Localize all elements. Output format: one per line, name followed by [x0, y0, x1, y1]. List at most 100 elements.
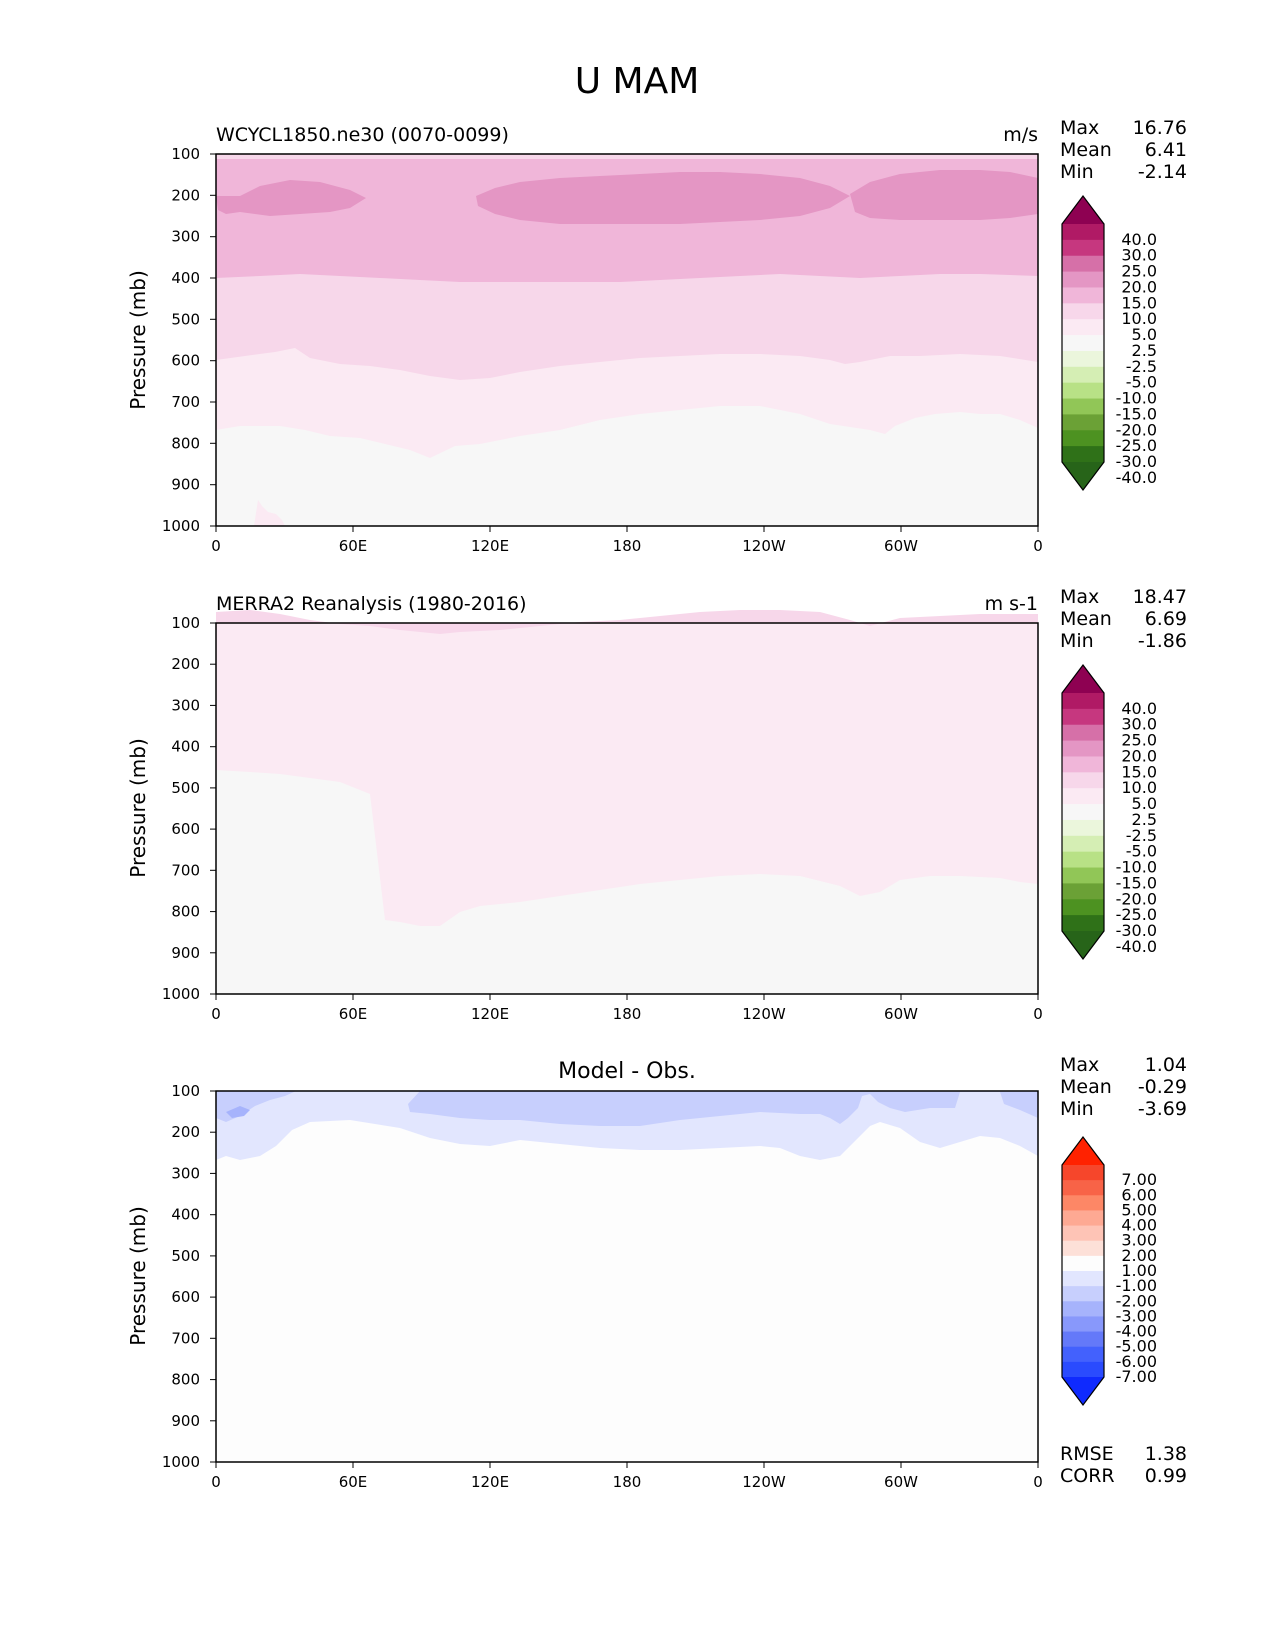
y-tick-label: 700 — [171, 393, 200, 411]
colorbar-swatch — [1062, 915, 1104, 932]
colorbar-outline — [1061, 664, 1105, 960]
colorbar-tick-label: -5.00 — [1116, 1337, 1157, 1356]
stat-value: 18.47 — [1133, 586, 1187, 608]
y-tick: 800 — [171, 434, 216, 452]
figure-title: U MAM — [575, 61, 700, 102]
x-axis: 0 60E 120E 180 120W 60W 0 — [211, 526, 1043, 555]
colorbar-swatch — [1062, 851, 1104, 869]
panel-title: MERRA2 Reanalysis (1980-2016) — [216, 593, 527, 615]
colorbar-swatch — [1062, 287, 1104, 304]
y-tick: 100 — [171, 614, 216, 632]
colorbar-tick-label: -20.0 — [1116, 889, 1157, 908]
y-tick-label: 400 — [171, 738, 200, 756]
y-tick-label: 800 — [171, 1371, 200, 1389]
colorbar-swatch — [1062, 319, 1104, 336]
colorbar-swatch — [1062, 366, 1104, 384]
y-tick-label: 600 — [171, 820, 200, 838]
x-tick-label: 60W — [884, 1005, 918, 1023]
colorbar-swatch — [1062, 224, 1104, 241]
panel-model: WCYCL1850.ne30 (0070-0099) m/s Pressure … — [126, 117, 1187, 555]
colorbar-swatch — [1062, 1165, 1104, 1181]
x-tick: 60E — [339, 994, 368, 1023]
contour-field — [216, 154, 1038, 526]
metrics-box: RMSE 1.38 CORR 0.99 — [1060, 1443, 1187, 1487]
colorbar-tick-label: -40.0 — [1116, 937, 1157, 956]
stat-value: 16.76 — [1133, 117, 1187, 139]
y-tick-label: 700 — [171, 861, 200, 879]
y-tick-label: 100 — [171, 614, 200, 632]
x-tick: 120E — [471, 1462, 509, 1491]
y-tick-label: 100 — [171, 1082, 200, 1100]
colorbar-tick-label: -2.00 — [1116, 1291, 1157, 1310]
contour-band — [254, 500, 285, 526]
y-tick: 200 — [171, 1123, 216, 1141]
colorbar-swatch — [1062, 788, 1104, 805]
y-tick: 200 — [171, 186, 216, 204]
colorbar-swatch — [1062, 1301, 1104, 1317]
x-tick-label: 60E — [339, 1005, 368, 1023]
x-axis: 0 60E 120E 180 120W 60W 0 — [211, 1462, 1043, 1491]
colorbar-tick-label: 3.00 — [1121, 1231, 1157, 1250]
colorbar-tick-label: 25.0 — [1121, 731, 1157, 750]
y-tick: 100 — [171, 145, 216, 163]
x-tick: 60W — [884, 526, 918, 555]
stat-label: Max — [1060, 586, 1099, 608]
colorbar-swatch — [1062, 430, 1104, 447]
colorbar-tick-label: -5.0 — [1126, 373, 1157, 392]
colorbar-tick-label: -1.00 — [1116, 1276, 1157, 1295]
panel-units: m/s — [1003, 124, 1038, 146]
contour-band — [216, 180, 366, 216]
colorbar-swatch — [1062, 335, 1104, 352]
x-tick: 60E — [339, 526, 367, 555]
y-tick-label: 700 — [171, 1329, 200, 1347]
colorbar-swatch — [1062, 899, 1104, 916]
x-tick: 120E — [471, 994, 509, 1023]
colorbar-tick-label: 20.0 — [1121, 746, 1157, 765]
colorbar-outline — [1061, 195, 1105, 491]
metric-value: 1.38 — [1145, 1443, 1187, 1465]
y-axis-label: Pressure (mb) — [126, 1206, 150, 1346]
y-tick: 400 — [171, 269, 216, 287]
metric-label: CORR — [1060, 1465, 1115, 1487]
x-tick-label: 120W — [742, 1005, 786, 1023]
y-tick-label: 500 — [171, 1247, 200, 1265]
contour-band — [226, 1106, 250, 1118]
colorbar-swatch — [1062, 1331, 1104, 1348]
x-tick: 60W — [884, 1462, 918, 1491]
y-tick-label: 300 — [171, 696, 200, 714]
colorbar-swatch — [1062, 665, 1104, 693]
colorbar-swatch — [1062, 271, 1104, 288]
colorbar-swatch — [1062, 804, 1104, 821]
colorbar-tick-label: -30.0 — [1116, 921, 1157, 940]
y-tick: 300 — [171, 1164, 216, 1182]
y-tick-label: 1000 — [162, 517, 200, 535]
x-tick: 180 — [613, 526, 641, 555]
x-tick-label: 0 — [1033, 1005, 1043, 1023]
colorbar-tick-label: 30.0 — [1121, 715, 1157, 734]
colorbar-tick-label: -7.00 — [1116, 1367, 1157, 1386]
stat-value: 6.41 — [1145, 139, 1187, 161]
colorbar-swatch — [1062, 1361, 1104, 1378]
y-axis-label: Pressure (mb) — [126, 270, 150, 410]
y-tick: 600 — [171, 352, 216, 370]
contour-band — [850, 170, 1038, 220]
y-tick-label: 1000 — [162, 1453, 200, 1471]
metric-value: 0.99 — [1145, 1465, 1187, 1487]
stat-label: Min — [1060, 1098, 1094, 1120]
colorbar-swatch — [1062, 1225, 1104, 1242]
colorbar-tick-label: 10.0 — [1121, 778, 1157, 797]
y-tick: 700 — [171, 393, 216, 411]
contour-field — [216, 1091, 1038, 1462]
stat-label: Mean — [1060, 1076, 1112, 1098]
x-tick-label: 0 — [211, 1473, 221, 1491]
y-tick-label: 300 — [171, 1164, 200, 1182]
panel-difference: Model - Obs. Pressure (mb) 100 200 300 4… — [126, 1054, 1187, 1491]
x-tick-label: 120E — [471, 537, 509, 555]
colorbar-swatch — [1062, 1255, 1104, 1272]
colorbar: 7.006.005.004.003.002.001.00-1.00-2.00-3… — [1061, 1136, 1157, 1406]
colorbar-swatch — [1062, 1180, 1104, 1196]
colorbar-swatch — [1062, 462, 1104, 490]
colorbar-swatch — [1062, 1286, 1104, 1302]
y-tick-label: 200 — [171, 655, 200, 673]
colorbar-swatch — [1062, 1346, 1104, 1363]
